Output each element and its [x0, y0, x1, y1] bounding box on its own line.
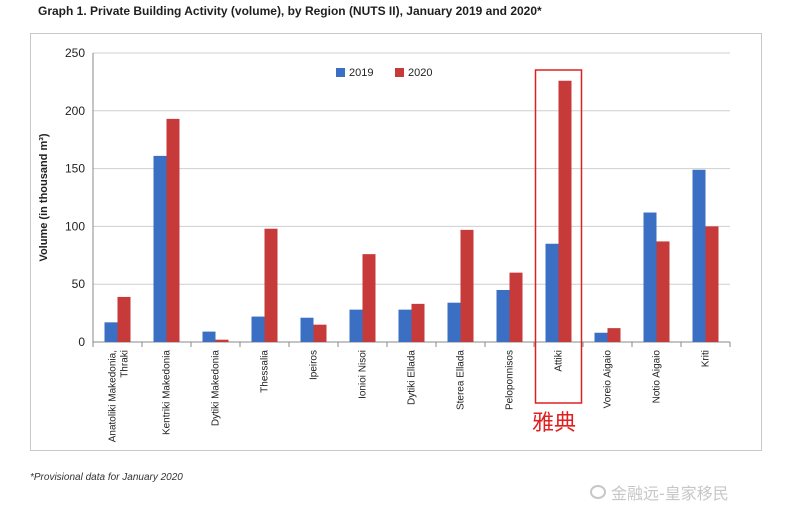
bar-2020 [313, 324, 327, 342]
x-tick-label: Kentriki Makedonia [162, 350, 173, 435]
y-tick-label: 0 [78, 335, 85, 349]
legend-swatch-2019 [336, 68, 345, 77]
bar-2020 [705, 226, 719, 342]
x-tick-label: Peloponnisos [505, 350, 516, 410]
y-tick-label: 250 [65, 46, 85, 60]
bar-2020 [117, 296, 131, 342]
x-tick-label: Thessalia [260, 350, 271, 393]
bar-2019 [300, 317, 314, 342]
bar-2020 [656, 241, 670, 342]
footnote: *Provisional data for January 2020 [30, 472, 183, 483]
y-axis-title: Volume (in thousand m³) [38, 133, 50, 261]
bar-2020 [362, 254, 376, 342]
bar-2020 [509, 272, 523, 342]
x-tick-label: Sterea Ellada [456, 350, 467, 410]
y-tick-label: 150 [65, 162, 85, 176]
legend-swatch-2020 [395, 68, 404, 77]
y-tick-label: 100 [65, 219, 85, 233]
bar-2019 [202, 331, 216, 342]
bar-2019 [349, 309, 363, 342]
bar-2020 [607, 328, 621, 342]
bar-2020 [166, 118, 180, 342]
bar-2020 [558, 80, 572, 342]
bar-2019 [692, 169, 706, 342]
highlight-box [534, 69, 583, 404]
bar-2020 [460, 229, 474, 342]
legend-label-2019: 2019 [349, 67, 373, 79]
bar-2019 [447, 302, 461, 342]
x-tick-label: Kriti [701, 350, 712, 367]
bar-2019 [594, 332, 608, 342]
x-tick-label: Ionioi Nisoi [358, 350, 369, 399]
bar-2020 [411, 303, 425, 342]
x-tick-label: Ipeiros [309, 350, 320, 380]
legend-label-2020: 2020 [408, 67, 432, 79]
bar-2019 [104, 322, 118, 342]
bar-2020 [264, 228, 278, 342]
x-tick-label: Anatoliki Makedonia,Thraki [108, 350, 131, 442]
bar-2019 [398, 309, 412, 342]
x-tick-label: Dytiki Ellada [407, 350, 418, 405]
watermark: 金融远-皇家移民 [590, 480, 729, 504]
weibo-icon [590, 485, 606, 499]
y-tick-label: 200 [65, 104, 85, 118]
watermark-text: 金融远-皇家移民 [611, 484, 729, 503]
chart-title: Graph 1. Private Building Activity (volu… [38, 4, 542, 18]
highlight-annotation: 雅典 [532, 411, 577, 436]
bar-2019 [545, 243, 559, 342]
x-tick-label: Notio Aigaio [652, 350, 663, 404]
bar-2019 [153, 155, 167, 342]
bar-2019 [643, 212, 657, 342]
x-tick-label: Attiki [554, 350, 565, 372]
bar-2019 [496, 289, 510, 342]
bar-2019 [251, 316, 265, 342]
bar-2020 [215, 339, 229, 342]
x-tick-label: Voreio Aigaio [603, 350, 614, 409]
chart-frame [30, 33, 762, 451]
x-tick-label: Dytiki Makedonia [211, 350, 222, 427]
y-tick-label: 50 [72, 277, 86, 291]
